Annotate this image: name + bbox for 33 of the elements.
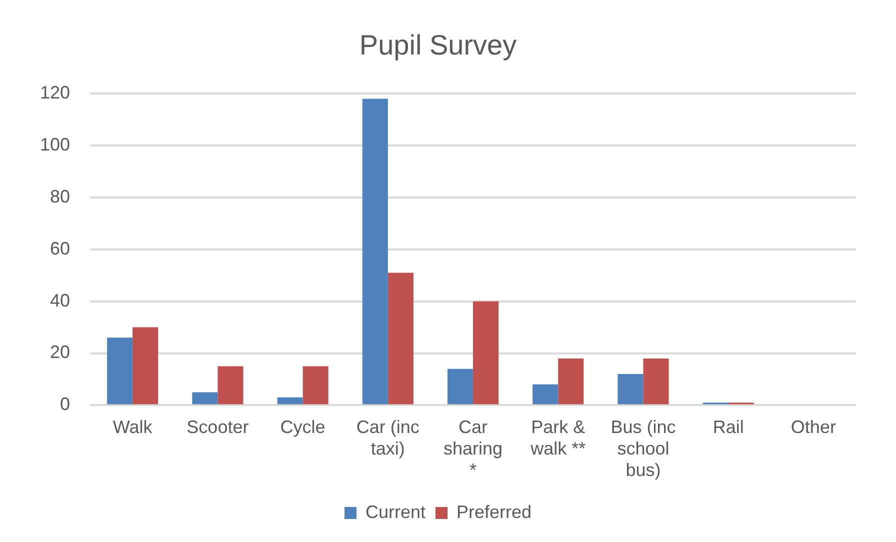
bar — [618, 374, 644, 404]
bar — [643, 358, 669, 404]
y-tick-label: 80 — [50, 186, 70, 206]
bar — [192, 392, 218, 404]
bar — [532, 384, 558, 404]
bar — [362, 98, 388, 404]
x-tick-label: Walk — [112, 416, 154, 437]
y-tick-label: 100 — [40, 134, 70, 154]
x-tick-label: Park & walk ** — [530, 416, 586, 459]
legend-label: Preferred — [456, 502, 532, 522]
x-tick-label: Scooter — [186, 416, 249, 437]
y-tick-label: 0 — [60, 394, 70, 414]
x-tick-label: Cycle — [280, 416, 326, 437]
bar — [447, 368, 474, 404]
bar — [302, 366, 328, 404]
bar — [558, 358, 584, 404]
bar — [218, 366, 244, 404]
y-tick-label: 20 — [50, 342, 70, 362]
bar — [107, 338, 133, 404]
bar — [277, 397, 303, 404]
bar — [132, 327, 158, 404]
chart-title: Pupil Survey — [359, 30, 517, 61]
x-tick-label: Car (inc taxi) — [356, 416, 420, 459]
y-tick-label: 40 — [50, 290, 70, 310]
y-tick-label: 60 — [50, 238, 70, 258]
x-tick-label: Other — [790, 416, 836, 437]
bar — [473, 301, 499, 404]
bar — [388, 272, 414, 404]
x-tick-label: Bus (inc school bus) — [610, 416, 676, 480]
legend-label: Current — [365, 502, 426, 522]
y-tick-label: 120 — [40, 82, 70, 103]
x-tick-label: Rail — [712, 416, 744, 437]
x-tick-label: Car sharing * — [443, 416, 503, 480]
